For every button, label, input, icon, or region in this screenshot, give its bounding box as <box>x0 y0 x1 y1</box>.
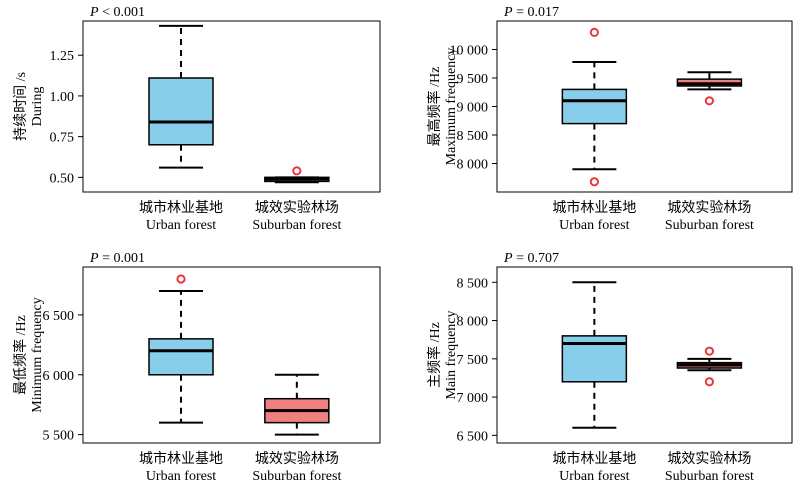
x-category-label-cn: 城市林业基地 <box>552 450 636 467</box>
suburban-forest-box <box>676 71 743 106</box>
x-category-label-cn: 城效实验林场 <box>667 451 751 467</box>
outlier-point <box>704 346 715 356</box>
chart-panel-2: P = 0.017 8 000 8 500 9 000 9 500 10 000 最高频率 … <box>426 5 793 233</box>
y-tick-label: 0.75 <box>50 131 75 146</box>
y-tick-label: 9 500 <box>457 72 489 87</box>
x-category-label-en: Suburban forest <box>252 218 341 233</box>
urban-forest-box <box>561 27 628 187</box>
y-tick-label: 9 000 <box>457 101 489 116</box>
outlier-point <box>589 27 599 38</box>
suburban-forest-box <box>676 346 743 387</box>
x-category-label-cn: 城市林业基地 <box>552 199 636 216</box>
plot-frame <box>496 266 793 444</box>
y-tick-label: 1.00 <box>50 90 75 105</box>
x-category-label-en: Suburban forest <box>665 218 754 233</box>
x-category-label-en: Urban forest <box>146 469 216 484</box>
suburban-forest-box <box>264 373 330 436</box>
p-value-label: P = 0.001 <box>89 251 145 266</box>
x-category-label-en: Urban forest <box>559 218 629 233</box>
y-tick-label: 6 500 <box>457 429 489 444</box>
x-category-label-cn: 城效实验林场 <box>255 451 339 467</box>
y-tick-label: 5 500 <box>43 429 75 444</box>
x-category-label-cn: 城市林业基地 <box>139 450 223 467</box>
y-tick-label: 6 000 <box>43 369 75 384</box>
y-axis-label-cn: 最低频率 /Hz <box>12 315 29 395</box>
plot-frame <box>496 20 793 193</box>
p-value-label: P < 0.001 <box>89 5 145 20</box>
x-category-label-en: Suburban forest <box>252 469 341 484</box>
outlier-point <box>292 166 302 176</box>
urban-forest-box <box>561 281 628 429</box>
y-tick-label: 7 000 <box>457 391 489 406</box>
y-tick-label: 0.50 <box>50 171 75 186</box>
y-tick-label: 10 000 <box>450 44 489 59</box>
y-tick-label: 1.25 <box>50 49 75 64</box>
outlier-point <box>704 377 715 387</box>
outlier-point <box>704 96 715 106</box>
outlier-point <box>589 177 599 187</box>
y-tick-label: 8 500 <box>457 129 489 144</box>
outlier-point <box>176 274 186 284</box>
x-category-label-cn: 城市林业基地 <box>139 199 223 216</box>
x-category-label-en: Urban forest <box>146 218 216 233</box>
x-category-label-en: Suburban forest <box>665 469 754 484</box>
y-axis-label-en: Main frequency <box>444 310 459 399</box>
x-category-label-cn: 城效实验林场 <box>255 200 339 216</box>
x-category-label-cn: 城效实验林场 <box>667 200 751 216</box>
p-value-label: P = 0.707 <box>503 251 559 266</box>
chart-panel-3: P = 0.001 5 500 6 000 6 500 最低频率 /Hz Minimum … <box>12 251 381 484</box>
urban-forest-box <box>148 274 214 424</box>
y-tick-label: 8 500 <box>457 276 489 291</box>
plot-frame <box>82 266 381 444</box>
y-axis-label-en: Maximum frequency <box>444 48 459 166</box>
y-tick-label: 8 000 <box>457 158 489 173</box>
x-category-label-en: Urban forest <box>559 469 629 484</box>
iqr-box <box>148 338 214 376</box>
y-axis-label-en: During <box>30 87 45 127</box>
p-value-label: P = 0.017 <box>503 5 559 20</box>
y-tick-label: 6 500 <box>43 309 75 324</box>
y-axis-label-en: Minimum frequency <box>30 297 45 412</box>
plot-frame <box>82 20 381 193</box>
y-tick-label: 8 000 <box>457 315 489 330</box>
iqr-box <box>561 88 628 125</box>
urban-forest-box <box>148 24 214 169</box>
chart-panel-4: P = 0.707 6 500 7 000 7 500 8 000 8 500 主频率 /H… <box>426 251 793 484</box>
iqr-box <box>148 77 214 146</box>
suburban-forest-box <box>264 166 330 184</box>
y-tick-label: 7 500 <box>457 353 489 368</box>
y-axis-label-cn: 主频率 /Hz <box>426 322 443 388</box>
chart-panel-1: P < 0.001 0.50 0.75 1.00 1.25 持续时间 /s During 城市… <box>12 5 381 233</box>
y-axis-label-cn: 最高频率 /Hz <box>426 67 443 147</box>
y-axis-label-cn: 持续时间 /s <box>12 72 29 141</box>
